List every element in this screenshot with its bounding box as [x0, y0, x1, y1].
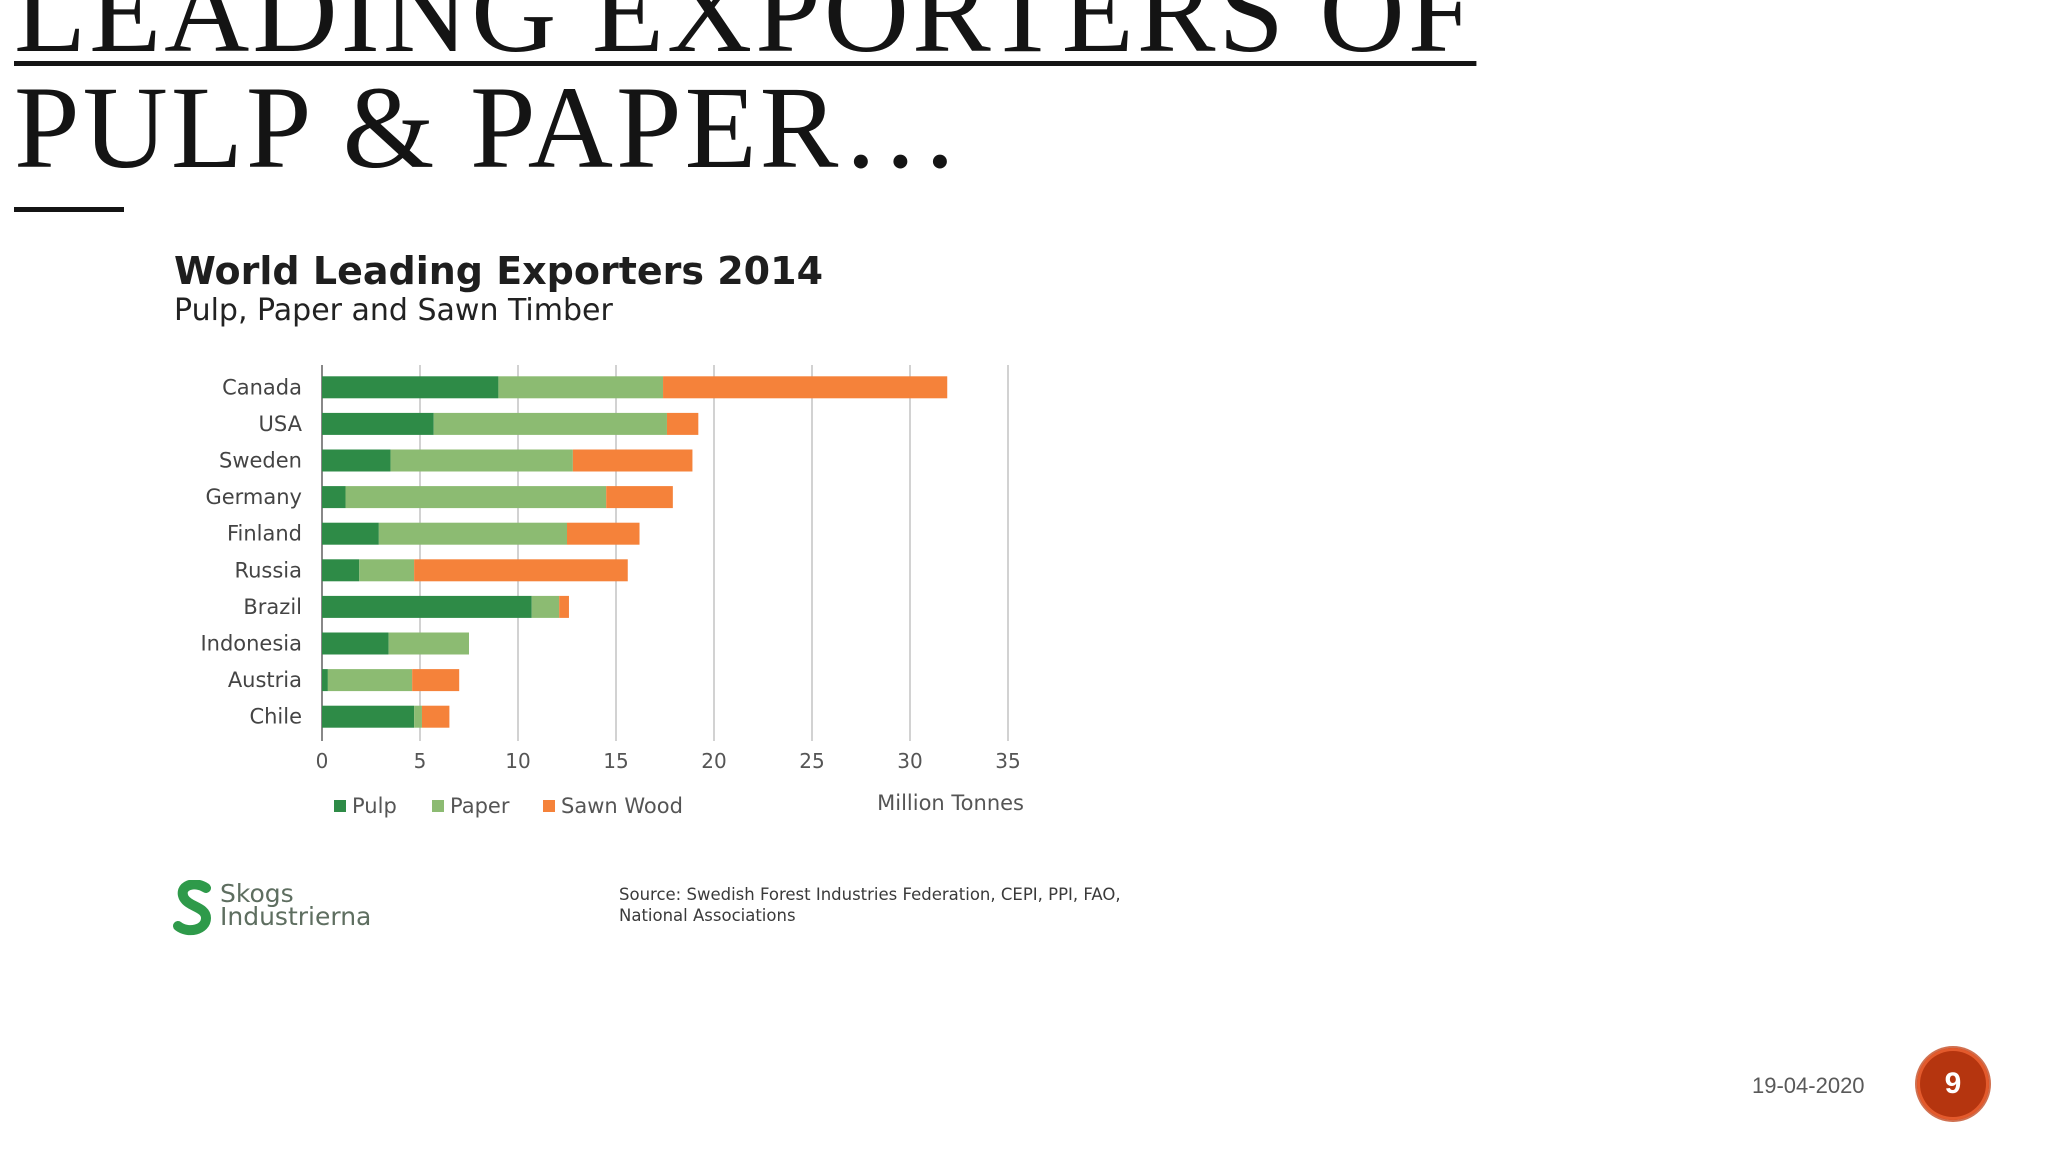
- bar-paper: [359, 559, 415, 582]
- x-tick-label: 35: [995, 749, 1020, 773]
- bar-sawn-wood: [414, 559, 628, 582]
- y-category-label: Finland: [227, 522, 302, 546]
- legend-label: Paper: [450, 794, 510, 818]
- bar-paper: [531, 595, 560, 618]
- x-tick-label: 25: [799, 749, 824, 773]
- logo-text: Skogs Industrierna: [220, 879, 372, 931]
- bar-pulp: [322, 559, 360, 582]
- y-category-label: Sweden: [219, 449, 302, 473]
- y-category-label: USA: [259, 412, 303, 436]
- x-tick-label: 0: [316, 749, 329, 773]
- x-axis-label: Million Tonnes: [877, 791, 1024, 815]
- bar-pulp: [322, 705, 415, 728]
- source-note-line-2: National Associations: [619, 906, 796, 925]
- logo-text-line-2: Industrierna: [220, 902, 372, 931]
- bar-sawn-wood: [663, 376, 948, 399]
- bar-paper: [345, 486, 607, 509]
- y-category-label: Russia: [234, 558, 302, 582]
- bar-pulp: [322, 595, 532, 618]
- x-tick-label: 15: [603, 749, 628, 773]
- bar-sawn-wood: [666, 412, 699, 435]
- y-category-label: Canada: [222, 375, 302, 399]
- chart-subtitle: Pulp, Paper and Sawn Timber: [174, 293, 613, 328]
- logo-text-line-1: Skogs: [220, 879, 294, 908]
- source-note: Source: Swedish Forest Industries Federa…: [619, 884, 1139, 926]
- x-tick-label: 30: [897, 749, 922, 773]
- bar-sawn-wood: [421, 705, 450, 728]
- slide-date: 19-04-2020: [1752, 1073, 1865, 1098]
- y-category-label: Germany: [205, 485, 302, 509]
- y-category-label: Austria: [228, 668, 302, 692]
- bar-paper: [433, 412, 667, 435]
- y-category-label: Indonesia: [200, 632, 302, 656]
- source-note-line-1: Source: Swedish Forest Industries Federa…: [619, 885, 1121, 904]
- bar-pulp: [322, 632, 389, 655]
- page-number-badge: 9: [1917, 1048, 1989, 1120]
- bar-paper: [388, 632, 469, 655]
- slide-title: Leading exporters of pulp & paper…: [14, 0, 1477, 193]
- legend-swatch: [432, 800, 444, 812]
- bar-paper: [498, 376, 664, 399]
- chart-panel: World Leading Exporters 2014 Pulp, Paper…: [160, 235, 1140, 955]
- bar-pulp: [322, 669, 328, 692]
- y-category-label: Brazil: [243, 595, 302, 619]
- bar-paper: [390, 449, 573, 472]
- legend-swatch: [334, 800, 346, 812]
- slide-title-line-1: Leading exporters of: [14, 0, 1477, 77]
- x-tick-label: 20: [701, 749, 726, 773]
- legend-swatch: [543, 800, 555, 812]
- logo-s-mark-icon: [173, 880, 212, 936]
- bar-pulp: [322, 522, 379, 545]
- bar-sawn-wood: [559, 595, 569, 618]
- bar-pulp: [322, 449, 391, 472]
- title-underline: [14, 207, 124, 212]
- skogsindustrierna-logo: Skogs Industrierna: [172, 880, 372, 940]
- page-number: 9: [1944, 1067, 1962, 1100]
- x-tick-label: 10: [505, 749, 530, 773]
- bar-pulp: [322, 486, 346, 509]
- bar-paper: [414, 705, 422, 728]
- bar-paper: [378, 522, 567, 545]
- y-category-label: Chile: [249, 705, 302, 729]
- bar-sawn-wood: [572, 449, 693, 472]
- legend-label: Pulp: [352, 794, 397, 818]
- bar-pulp: [322, 376, 499, 399]
- legend-label: Sawn Wood: [561, 794, 683, 818]
- bar-sawn-wood: [412, 669, 460, 692]
- slide-title-line-2: pulp & paper…: [14, 62, 963, 193]
- chart-title: World Leading Exporters 2014: [174, 249, 824, 293]
- bar-sawn-wood: [567, 522, 640, 545]
- x-tick-label: 5: [414, 749, 427, 773]
- bar-chart: 0 5 10 15 20 25 30 35 Canada USA Sweden Germany Finl…: [200, 365, 1024, 818]
- bar-pulp: [322, 412, 434, 435]
- bar-sawn-wood: [606, 486, 673, 509]
- bar-paper: [327, 669, 413, 692]
